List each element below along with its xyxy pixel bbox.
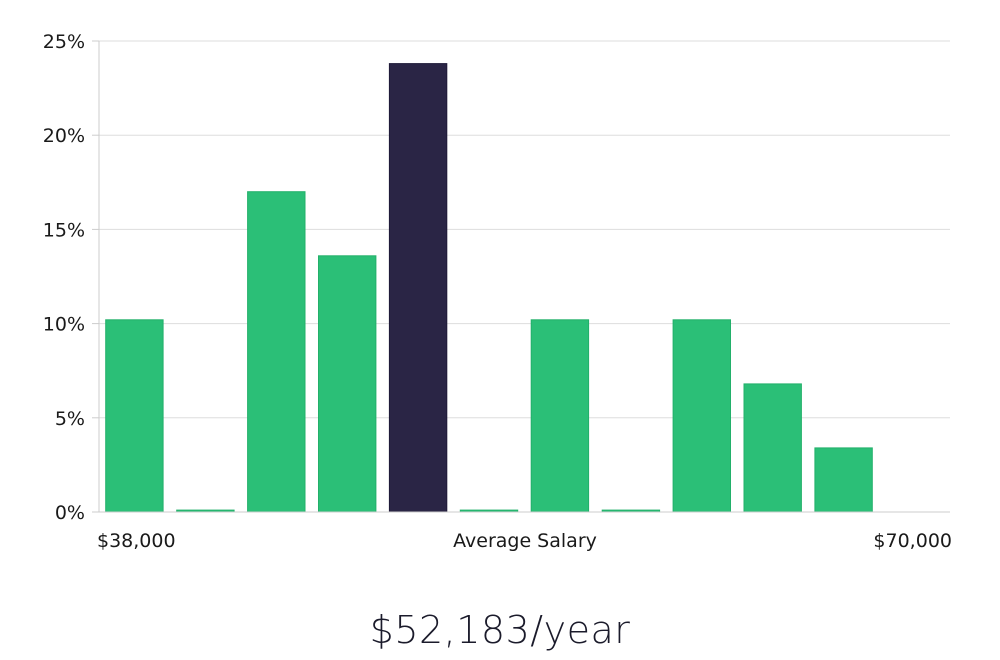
bars [105,63,873,513]
y-tick-label: 10% [43,314,85,336]
bar-average-salary [388,63,448,513]
y-tick-label: 5% [55,408,85,430]
bar [743,383,802,513]
bar [105,319,164,513]
x-end-label: $70,000 [873,530,952,552]
x-middle-label: Average Salary [453,530,597,552]
x-start-label: $38,000 [97,530,176,552]
axes [98,41,950,513]
y-tick-label: 15% [43,219,85,241]
salary-histogram: 0%5%10%15%20%25% $38,000 Average Salary … [43,31,952,552]
y-tick-label: 0% [55,502,85,524]
bar [672,319,731,513]
y-axis-ticks: 0% 5% 10% 15% 20% 25% [43,31,99,524]
bar [247,191,306,513]
bar [814,447,873,513]
y-tick-label: 20% [43,125,85,147]
bar [318,255,377,513]
bar [530,319,590,513]
grid-lines [99,40,950,419]
y-tick-label: 25% [43,31,85,53]
average-salary-headline: $52,183/year [369,608,631,652]
